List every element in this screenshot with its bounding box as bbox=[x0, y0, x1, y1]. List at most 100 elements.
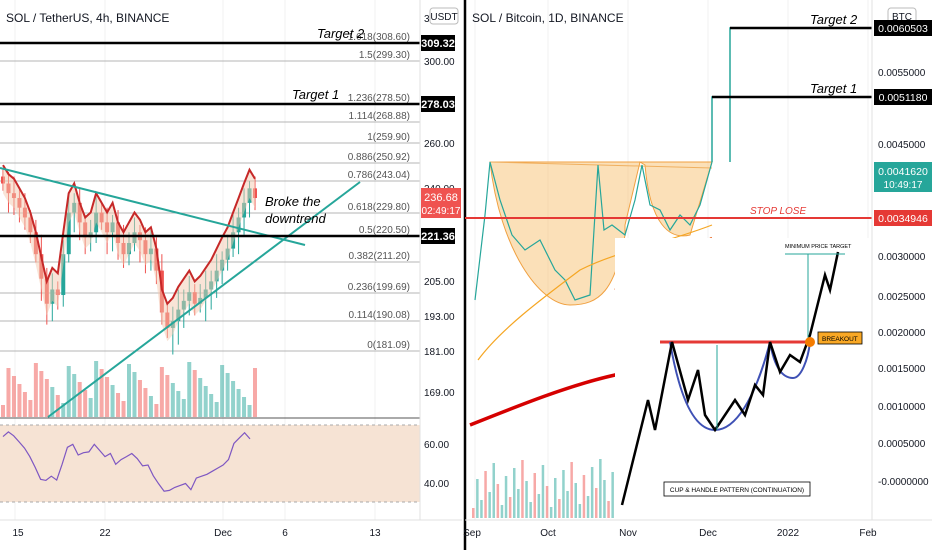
volume-bar-14 bbox=[77, 382, 82, 417]
left-price-tick-4: 193.00 bbox=[424, 312, 455, 323]
right-volume-bar-21 bbox=[558, 499, 561, 518]
right-price-tick-1: 0.0045000 bbox=[878, 140, 926, 151]
last-price-badge-left bbox=[421, 188, 461, 218]
right-time-axis: Sep Oct Nov Dec 2022 Feb bbox=[463, 528, 877, 539]
left-time-tick-3: 6 bbox=[282, 528, 288, 539]
target-2-label-left: Target 2 bbox=[317, 26, 365, 41]
rsi-line bbox=[2, 431, 251, 492]
right-volume-bar-20 bbox=[554, 478, 557, 518]
right-chart-title: SOL / Bitcoin, 1D, BINANCE bbox=[472, 11, 624, 25]
volume-bar-12 bbox=[66, 366, 71, 417]
volume-bar-27 bbox=[148, 396, 153, 417]
volume-bar-20 bbox=[110, 385, 115, 417]
ma-red-long bbox=[469, 318, 713, 427]
volume-bar-42 bbox=[231, 381, 236, 417]
right-volume-bar-5 bbox=[492, 463, 495, 518]
countdown-left: 02:49:17 bbox=[422, 206, 461, 217]
volume-bar-9 bbox=[50, 387, 55, 417]
volume-bar-31 bbox=[170, 383, 175, 417]
fib-label-6: 0.786(243.04) bbox=[348, 170, 410, 181]
rsi-tick-1: 40.00 bbox=[424, 479, 449, 490]
left-currency-extra: 3 bbox=[424, 14, 430, 25]
target-2-value-left: 309.32 bbox=[421, 38, 455, 50]
cup-handle-caption: CUP & HANDLE PATTERN (CONTINUATION) bbox=[670, 487, 804, 494]
right-volume-bar-16 bbox=[537, 494, 541, 518]
stop-value-badge bbox=[874, 210, 932, 226]
fib-label-3: 1.114(268.88) bbox=[348, 111, 410, 122]
fib-label-4: 1(259.90) bbox=[367, 132, 410, 143]
support-badge-left bbox=[421, 228, 455, 244]
volume-bar-13 bbox=[72, 374, 77, 417]
volume-bar-44 bbox=[242, 397, 247, 417]
left-time-tick-4: 13 bbox=[369, 528, 381, 539]
volume-bar-19 bbox=[105, 377, 110, 417]
last-price-badge-right bbox=[874, 162, 932, 192]
last-price-left: 236.68 bbox=[424, 192, 458, 204]
right-volume-bar-22 bbox=[562, 470, 565, 518]
volume-bar-18 bbox=[99, 369, 104, 417]
target-1-value-right: 0.0051180 bbox=[879, 92, 928, 104]
right-volume-bar-30 bbox=[595, 488, 598, 518]
right-time-tick-3: Dec bbox=[699, 528, 717, 539]
left-time-tick-1: 22 bbox=[99, 528, 111, 539]
volume-bar-16 bbox=[88, 398, 93, 417]
annotation-line-1: Broke the bbox=[265, 194, 321, 209]
volume-bar-43 bbox=[236, 389, 241, 417]
stop-lose-label: STOP LOSE bbox=[750, 206, 806, 217]
right-price-tick-6: 0.0010000 bbox=[878, 402, 926, 413]
downtrend-line[interactable] bbox=[0, 167, 306, 246]
rsi-tick-0: 60.00 bbox=[424, 440, 449, 451]
left-band-fill bbox=[3, 165, 255, 342]
right-volume-bar-32 bbox=[603, 480, 606, 518]
rsi-band bbox=[0, 425, 420, 502]
left-chart-panel[interactable]: 1.618(308.60) 1.5(299.30) 1.236(278.50) 1.1… bbox=[0, 0, 462, 550]
volume-bar-8 bbox=[44, 379, 49, 417]
right-price-tick-0: 0.0055000 bbox=[878, 68, 926, 79]
left-chart-title: SOL / TetherUS, 4h, BINANCE bbox=[6, 11, 169, 25]
volume-bar-39 bbox=[214, 402, 219, 417]
volume-bar-29 bbox=[159, 367, 164, 417]
breakout-label: BREAKOUT bbox=[822, 336, 858, 343]
uptrend-line[interactable] bbox=[47, 181, 361, 418]
fib-label-5: 0.886(250.92) bbox=[348, 152, 410, 163]
left-currency-badge[interactable] bbox=[429, 7, 459, 25]
volume-bar-23 bbox=[127, 364, 131, 417]
volume-bar-45 bbox=[247, 405, 252, 417]
candle-body-11 bbox=[61, 254, 66, 296]
volume-bar-28 bbox=[154, 404, 159, 417]
volume-bar-30 bbox=[165, 375, 170, 417]
right-currency-label: BTC bbox=[892, 12, 912, 23]
annotation-line-2: downtrend bbox=[265, 211, 326, 226]
volume-bar-0 bbox=[1, 405, 5, 417]
volume-bar-38 bbox=[209, 394, 214, 417]
fib-label-12: 0(181.09) bbox=[367, 340, 410, 351]
volume-bar-2 bbox=[11, 376, 16, 417]
right-volume-bar-0 bbox=[472, 508, 475, 518]
volume-bar-37 bbox=[203, 386, 208, 417]
right-volume-bar-29 bbox=[590, 467, 594, 518]
fib-label-2: 1.236(278.50) bbox=[348, 93, 410, 104]
right-time-tick-0: Sep bbox=[463, 528, 481, 539]
right-volume-bar-19 bbox=[549, 507, 553, 518]
volume-bar-32 bbox=[176, 391, 181, 417]
fib-label-7: 0.618(229.80) bbox=[348, 202, 410, 213]
left-time-tick-0: 15 bbox=[12, 528, 24, 539]
volume-bar-21 bbox=[116, 393, 121, 417]
right-volume-bar-4 bbox=[488, 492, 491, 518]
volume-bar-26 bbox=[143, 388, 148, 417]
target-1-badge-left bbox=[421, 96, 455, 112]
right-volume-bar-10 bbox=[513, 468, 516, 518]
left-time-tick-2: Dec bbox=[214, 528, 232, 539]
right-price-axis: 0.0055000 0.0045000 0.0030000 0.0025000 0.00… bbox=[878, 68, 929, 488]
left-price-tick-1: 260.00 bbox=[424, 139, 455, 150]
right-price-line bbox=[474, 161, 713, 301]
right-volume-bar-15 bbox=[533, 473, 536, 518]
volume-bar-17 bbox=[94, 361, 99, 417]
right-chart-panel[interactable]: STOP LOSE Target 2 Target 1 MINIMUM PRIC… bbox=[463, 0, 932, 539]
cup-handle-inset bbox=[615, 238, 870, 520]
stop-value: 0.0034946 bbox=[878, 213, 928, 225]
volume-bar-35 bbox=[192, 370, 197, 417]
volume-bar-22 bbox=[121, 401, 126, 417]
countdown-right: 10:49:17 bbox=[884, 180, 923, 191]
support-value-left: 221.36 bbox=[421, 231, 455, 243]
